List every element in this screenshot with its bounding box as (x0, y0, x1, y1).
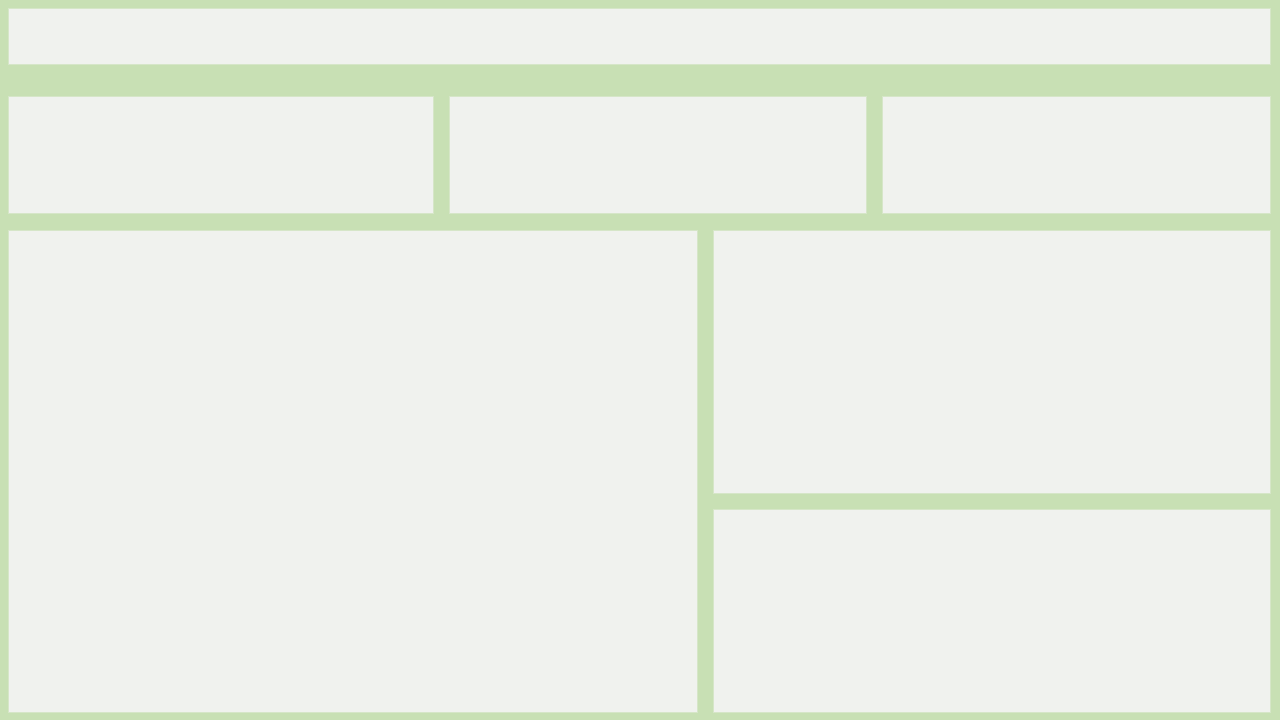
main-content-panel (8, 230, 698, 713)
header-bar (8, 8, 1271, 65)
side-panel-top (713, 230, 1271, 494)
summary-card-1 (8, 96, 434, 214)
summary-card-2 (449, 96, 867, 214)
summary-card-3 (882, 96, 1271, 214)
side-panel-bottom (713, 509, 1271, 713)
